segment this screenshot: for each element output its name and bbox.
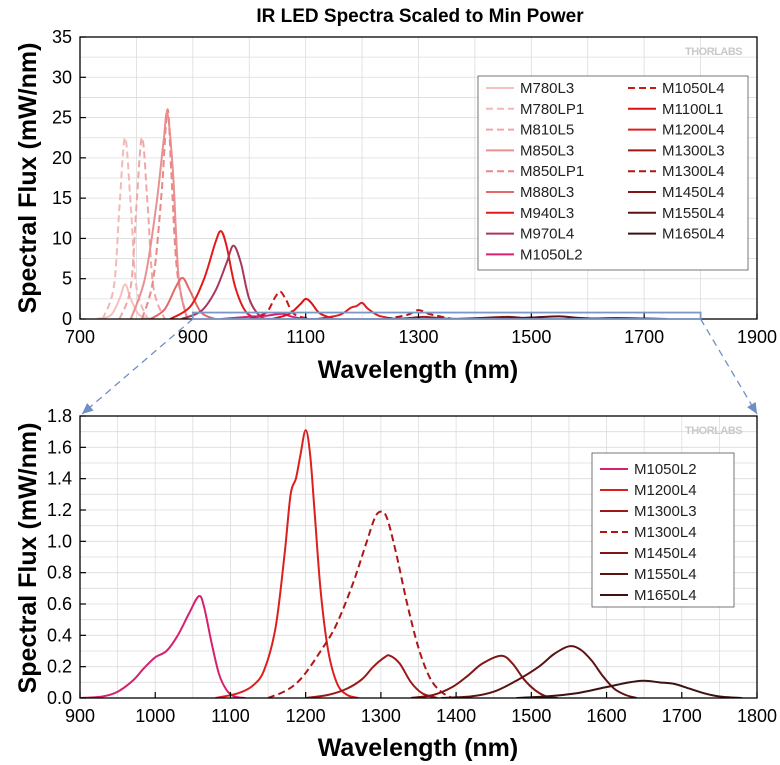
bottom-y-tick-label: 1.8 bbox=[47, 406, 72, 426]
series-m780lp1-line bbox=[101, 136, 149, 319]
bottom-y-tick-label: 1.0 bbox=[47, 531, 72, 551]
series-m1050l4-line bbox=[248, 290, 312, 319]
legend-label-m1550l4: M1550L4 bbox=[662, 205, 725, 222]
bottom-x-tick-label: 1000 bbox=[135, 706, 175, 726]
bottom-y-tick-label: 0.4 bbox=[47, 625, 72, 645]
series-m1200l4-line bbox=[316, 301, 397, 319]
top-y-tick-label: 20 bbox=[52, 148, 72, 168]
series-m1050l2-line bbox=[80, 595, 246, 698]
bottom-x-tick-label: 1600 bbox=[587, 706, 627, 726]
bottom-y-axis-label: Spectral Flux (mW/nm) bbox=[14, 423, 42, 694]
legend-label-m1050l4: M1050L4 bbox=[662, 80, 725, 97]
bottom-x-tick-label: 1400 bbox=[436, 706, 476, 726]
top-legend-box bbox=[477, 75, 749, 271]
bottom-chart-ticks: 900 1000 1100 1200 1300 1400 1500 1600 1700 1800 0… bbox=[47, 406, 777, 726]
bottom-y-tick-label: 0.6 bbox=[47, 594, 72, 614]
legend-label-m1300l3: M1300L3 bbox=[662, 142, 725, 159]
bottom-y-tick-label: 0.2 bbox=[47, 657, 72, 677]
series-m1300l4-line bbox=[267, 510, 453, 698]
top-x-tick-label: 700 bbox=[65, 327, 95, 347]
bottom-y-tick-label: 1.6 bbox=[47, 437, 72, 457]
bottom-y-tick-label: 1.4 bbox=[47, 469, 72, 489]
top-y-tick-label: 35 bbox=[52, 27, 72, 47]
legend-label-m1300l4: M1300L4 bbox=[662, 163, 725, 180]
legend-label-m970l4: M970L4 bbox=[520, 226, 574, 243]
zoom-region-box bbox=[191, 311, 702, 320]
watermark-bottom: THORLABS bbox=[685, 425, 742, 437]
top-y-tick-label: 5 bbox=[62, 269, 72, 289]
legend-label-m1300l3: M1300L3 bbox=[634, 503, 697, 520]
zoom-connectors bbox=[81, 318, 758, 415]
legend-label-m850lp1: M850LP1 bbox=[520, 163, 584, 180]
top-x-tick-label: 1100 bbox=[286, 327, 325, 347]
zoom-arrowhead-right bbox=[747, 401, 757, 414]
bottom-x-tick-label: 1500 bbox=[511, 706, 551, 726]
watermark-top: THORLABS bbox=[685, 46, 742, 58]
series-m940l3-line bbox=[169, 230, 261, 319]
legend-label-m1100l1: M1100L1 bbox=[662, 101, 723, 118]
bottom-x-axis-label: Wavelength (nm) bbox=[318, 734, 518, 762]
bottom-legend: M1050L2 M1200L4 M1300L3 M1300L4 M1450L4 M1550… bbox=[591, 452, 735, 608]
bottom-x-tick-label: 1100 bbox=[211, 706, 250, 726]
legend-label-m1650l4: M1650L4 bbox=[634, 587, 697, 604]
top-x-tick-label: 900 bbox=[178, 327, 208, 347]
series-m1300l3-line bbox=[305, 654, 438, 698]
legend-label-m940l3: M940L3 bbox=[520, 205, 574, 222]
top-y-tick-label: 25 bbox=[52, 108, 72, 128]
legend-label-m810l5: M810L5 bbox=[520, 122, 574, 139]
zoom-arrowhead-left bbox=[82, 403, 94, 414]
bottom-y-tick-label: 0.8 bbox=[47, 563, 72, 583]
top-y-tick-label: 10 bbox=[52, 228, 72, 248]
legend-label-m780lp1: M780LP1 bbox=[520, 101, 584, 118]
top-legend: M780L3 M780LP1 M810L5 M850L3 M850LP1 M880L3 M9… bbox=[477, 75, 749, 271]
top-x-axis-label: Wavelength (nm) bbox=[318, 356, 518, 384]
series-m780l3-line bbox=[96, 283, 154, 319]
bottom-y-tick-label: 0.0 bbox=[47, 688, 72, 708]
top-x-tick-label: 1700 bbox=[624, 327, 664, 347]
legend-label-m1050l2: M1050L2 bbox=[520, 246, 583, 263]
zoom-connector-left bbox=[81, 318, 194, 415]
legend-label-m1050l2: M1050L2 bbox=[634, 461, 697, 478]
legend-label-m1200l4: M1200L4 bbox=[662, 122, 725, 139]
top-x-tick-label: 1300 bbox=[398, 327, 438, 347]
bottom-x-tick-label: 900 bbox=[65, 706, 95, 726]
bottom-x-tick-label: 1200 bbox=[286, 706, 326, 726]
legend-label-m1550l4: M1550L4 bbox=[634, 566, 697, 583]
legend-label-m1650l4: M1650L4 bbox=[662, 226, 725, 243]
top-y-tick-label: 30 bbox=[52, 67, 72, 87]
zoom-connector-right bbox=[700, 318, 758, 415]
top-chart: 700 900 1100 1300 1500 1700 1900 0 5 10 15 20 25 30 35… bbox=[14, 27, 777, 384]
bottom-legend-box bbox=[591, 452, 735, 608]
top-y-tick-label: 0 bbox=[62, 309, 72, 329]
series-m850lp1-line bbox=[141, 108, 189, 319]
series-m1300l4-line bbox=[384, 309, 453, 319]
top-chart-ticks: 700 900 1100 1300 1500 1700 1900 0 5 10 15 20 25 30 35 bbox=[52, 27, 777, 347]
legend-label-m1450l4: M1450L4 bbox=[634, 545, 697, 562]
series-m810l5-line bbox=[118, 136, 166, 319]
legend-label-m850l3: M850L3 bbox=[520, 142, 574, 159]
bottom-x-tick-label: 1300 bbox=[361, 706, 401, 726]
bottom-x-tick-label: 1800 bbox=[737, 706, 777, 726]
series-m1650l4-line bbox=[516, 679, 743, 698]
bottom-chart-series bbox=[80, 429, 743, 698]
legend-label-m1200l4: M1200L4 bbox=[634, 482, 697, 499]
series-m1450l4-line bbox=[410, 654, 558, 698]
legend-label-m1300l4: M1300L4 bbox=[634, 524, 697, 541]
series-m1550l4-line bbox=[441, 645, 637, 698]
legend-label-m880l3: M880L3 bbox=[520, 184, 574, 201]
bottom-x-tick-label: 1700 bbox=[662, 706, 702, 726]
series-m1200l4-line bbox=[215, 429, 359, 698]
top-x-tick-label: 1900 bbox=[737, 327, 777, 347]
chart-title: IR LED Spectra Scaled to Min Power bbox=[256, 6, 584, 27]
top-y-axis-label: Spectral Flux (mW/nm) bbox=[14, 43, 42, 314]
bottom-chart-frame bbox=[79, 415, 758, 699]
top-y-tick-label: 15 bbox=[52, 188, 72, 208]
legend-label-m1450l4: M1450L4 bbox=[662, 184, 725, 201]
top-x-tick-label: 1500 bbox=[511, 327, 551, 347]
bottom-chart: 900 1000 1100 1200 1300 1400 1500 1600 1700 1800 0… bbox=[14, 406, 777, 762]
bottom-y-tick-label: 1.2 bbox=[47, 500, 72, 520]
legend-label-m780l3: M780L3 bbox=[520, 80, 574, 97]
